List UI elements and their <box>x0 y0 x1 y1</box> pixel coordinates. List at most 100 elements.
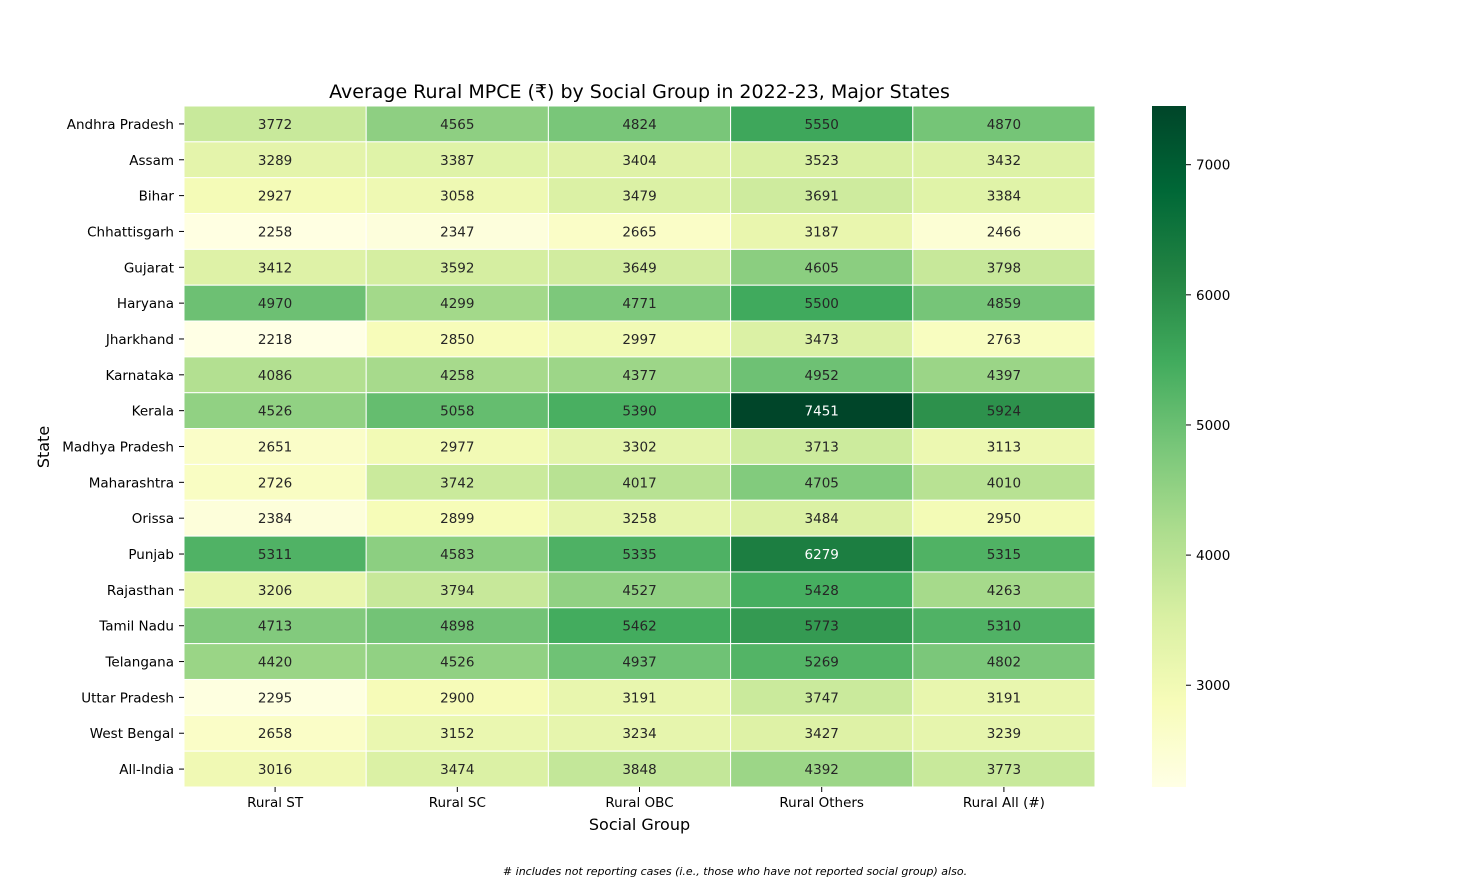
heatmap-cell <box>547 643 732 680</box>
heatmap-cell <box>547 248 732 286</box>
heatmap-cell <box>730 499 914 537</box>
cell-value-label: 3206 <box>258 583 292 599</box>
cell-value-label: 2900 <box>440 690 474 706</box>
cell-value-label: 4952 <box>805 368 839 384</box>
cell-value-label: 3798 <box>987 260 1021 276</box>
colorbar-tick-label: 3000 <box>1196 678 1230 694</box>
cell-value-label: 3474 <box>440 762 474 778</box>
heatmap-cell <box>365 428 549 465</box>
heatmap-cell <box>365 105 549 143</box>
cell-value-label: 4086 <box>258 368 292 384</box>
cell-value-label: 3523 <box>805 153 839 169</box>
x-axis-ticks: Rural ST Rural SC Rural OBC Rural Others Rur… <box>247 787 1045 811</box>
cell-value-label: 3479 <box>622 189 656 205</box>
heatmap-cell <box>183 320 367 358</box>
heatmap-cell <box>365 392 549 430</box>
colorbar-tick-label: 4000 <box>1196 548 1230 564</box>
cell-value-label: 4870 <box>987 117 1021 133</box>
cell-value-label: 3113 <box>987 440 1021 456</box>
heatmap-cell <box>912 678 1096 716</box>
cell-value-label: 2977 <box>440 440 474 456</box>
cell-value-label: 3412 <box>258 260 292 276</box>
cell-value-label: 5315 <box>987 547 1021 563</box>
cell-value-label: 3191 <box>622 690 656 706</box>
cell-value-label: 2899 <box>440 511 474 527</box>
cell-value-label: 4527 <box>622 583 656 599</box>
cell-value-label: 3191 <box>987 690 1021 706</box>
heatmap-cell <box>183 535 367 573</box>
cell-value-label: 2347 <box>440 224 474 240</box>
heatmap-cell <box>183 356 367 394</box>
heatmap-cell <box>730 643 914 680</box>
heatmap-cell <box>365 213 549 250</box>
y-tick-label: All-India <box>119 762 174 778</box>
cell-value-label: 2665 <box>622 224 656 240</box>
heatmap-cell <box>730 607 914 645</box>
heatmap-cell <box>912 213 1096 250</box>
heatmap-cell <box>730 678 914 716</box>
heatmap-cell <box>365 356 549 394</box>
cell-value-label: 3234 <box>622 726 656 742</box>
y-axis-ticks: Andhra Pradesh Assam Bihar Chhattisgarh Guja… <box>62 117 184 778</box>
cell-value-label: 4263 <box>987 583 1021 599</box>
y-tick-label: Bihar <box>139 189 175 205</box>
cell-value-label: 3484 <box>805 511 839 527</box>
heatmap-cell <box>912 428 1096 465</box>
cell-value-label: 2295 <box>258 690 292 706</box>
heatmap-cell <box>912 643 1096 680</box>
heatmap-cell <box>730 535 914 573</box>
cell-value-label: 3691 <box>805 189 839 205</box>
cell-value-label: 4258 <box>440 368 474 384</box>
cell-value-label: 5462 <box>622 619 656 635</box>
heatmap-cell <box>912 141 1096 179</box>
y-tick-label: Karnataka <box>106 368 174 384</box>
heatmap-cell <box>730 750 914 788</box>
heatmap-cell <box>547 463 732 501</box>
heatmap-cell <box>183 463 367 501</box>
cell-value-label: 4377 <box>622 368 656 384</box>
cell-value-label: 5269 <box>805 655 839 671</box>
heatmap-cell <box>547 284 732 322</box>
heatmap-cell <box>547 571 732 609</box>
cell-value-label: 2651 <box>258 440 292 456</box>
heatmap-cell <box>912 571 1096 609</box>
cell-value-label: 2927 <box>258 189 292 205</box>
heatmap-cell <box>547 607 732 645</box>
footnote: # includes not reporting cases (i.e., th… <box>503 865 967 878</box>
heatmap-cell <box>365 571 549 609</box>
cell-value-label: 2466 <box>987 224 1021 240</box>
cell-value-label: 2763 <box>987 332 1021 348</box>
y-tick-label: Chhattisgarh <box>87 224 174 240</box>
cell-value-label: 3772 <box>258 117 292 133</box>
cell-value-label: 4397 <box>987 368 1021 384</box>
cell-value-label: 5311 <box>258 547 292 563</box>
cell-value-label: 2950 <box>987 511 1021 527</box>
y-tick-label: Andhra Pradesh <box>67 117 174 133</box>
heatmap-cell <box>547 141 732 179</box>
cell-value-label: 3016 <box>258 762 292 778</box>
chart-title: Average Rural MPCE (₹) by Social Group i… <box>329 81 950 103</box>
heatmap-cell <box>912 356 1096 394</box>
y-tick-label: Orissa <box>132 511 174 527</box>
heatmap-cell <box>547 392 732 430</box>
cell-value-label: 3713 <box>805 440 839 456</box>
heatmap-cell <box>365 177 549 215</box>
cell-value-label: 2258 <box>258 224 292 240</box>
cell-value-label: 4824 <box>622 117 656 133</box>
heatmap-cell <box>547 428 732 465</box>
heatmap-cell <box>730 463 914 501</box>
cell-value-label: 4526 <box>258 404 292 420</box>
colorbar <box>1152 106 1186 787</box>
heatmap-cell <box>912 284 1096 322</box>
cell-value-label: 3384 <box>987 189 1021 205</box>
cell-value-label: 4583 <box>440 547 474 563</box>
y-tick-label: Maharashtra <box>89 475 174 491</box>
x-tick-label: Rural ST <box>247 795 304 811</box>
heatmap-cell <box>912 714 1096 752</box>
cell-value-label: 5773 <box>805 619 839 635</box>
heatmap-cell <box>912 535 1096 573</box>
cell-value-label: 5550 <box>805 117 839 133</box>
cell-value-label: 4802 <box>987 655 1021 671</box>
y-tick-label: Punjab <box>128 547 174 563</box>
y-tick-label: Haryana <box>117 296 174 312</box>
